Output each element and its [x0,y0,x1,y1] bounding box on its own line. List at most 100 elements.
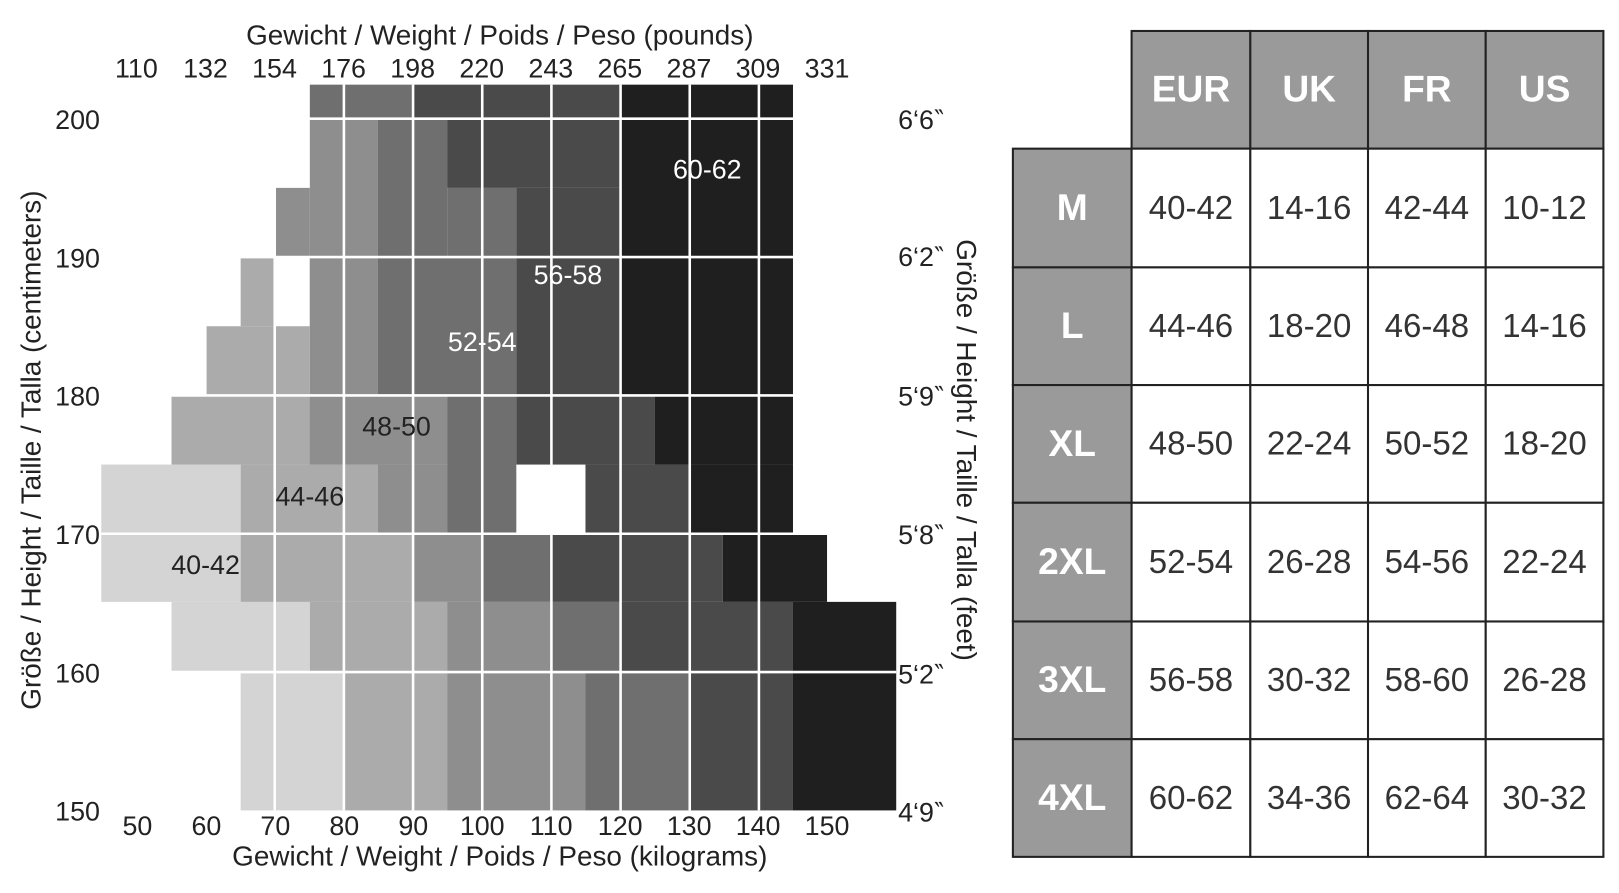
cell-text: 58-60 [1385,661,1469,698]
labels: 110 132 154 176 198 220 243 265 287 309 331 50 60 70 8… [55,53,944,841]
cell-text: 50-52 [1385,425,1469,462]
row-header-cell [1011,147,1133,269]
pounds-tick-label: 309 [736,53,781,83]
feet-tick-label: 5‘2‶ [898,659,944,689]
cm-tick-label: 160 [55,658,100,688]
cell-text: 56-58 [1149,661,1233,698]
feet-tick-label: 5‘9‶ [898,382,944,412]
table-cell [1484,147,1605,269]
row-header-cell [1011,738,1133,858]
size-region [654,395,793,465]
pounds-tick-label: 243 [528,53,573,83]
size-region [309,84,414,119]
cell-text: 22-24 [1502,543,1586,580]
pounds-tick-label: 198 [390,53,435,83]
cell-text: 46-48 [1385,307,1469,344]
cell-text: 40-42 [1149,189,1233,226]
table-cell [1130,147,1252,269]
kg-tick-label: 90 [398,811,428,841]
header-cell [1130,29,1252,150]
cell-text: 42-44 [1385,189,1469,226]
size-region [413,84,621,119]
table-cell [1249,501,1370,623]
pounds-tick-label: 132 [183,53,228,83]
pounds-tick-label: 331 [805,53,850,83]
feet-tick-label: 4‘9‶ [898,798,944,828]
region-label: 52-54 [448,327,517,357]
cell-text: 10-12 [1502,189,1586,226]
header-cell [1366,29,1487,150]
size-region [240,464,378,534]
size-region [689,464,793,534]
left-axis-title: Größe / Height / Taille / Talla (centime… [16,191,47,710]
pounds-tick-label: 265 [597,53,642,83]
size-region [722,533,828,602]
bottom-axis-title: Gewicht / Weight / Poids / Peso (kilogra… [232,840,767,871]
kg-tick-label: 110 [530,811,573,841]
size-region [516,395,655,465]
table-cell [1130,266,1252,387]
table-cell [1130,620,1252,741]
cell-text: 34-36 [1267,779,1351,816]
table-cell [1366,738,1487,858]
row-header: L [1061,304,1084,346]
size-region [447,601,552,672]
kg-tick-label: 130 [667,811,712,841]
region-label: 40-42 [171,550,240,580]
column-header: EUR [1152,68,1231,110]
size-region [309,257,344,327]
pounds-tick-label: 287 [667,53,712,83]
cell-text: 18-20 [1267,307,1351,344]
table-cell [1366,501,1487,623]
pounds-tick-label: 220 [459,53,504,83]
size-region [274,187,310,258]
cm-tick-label: 180 [55,382,100,412]
kg-tick-label: 100 [460,811,505,841]
table-cell [1130,738,1252,858]
table-cell [1366,266,1487,387]
kg-tick-label: 50 [123,811,153,841]
table-cell [1484,384,1605,504]
cell-text: 26-28 [1267,543,1351,580]
cm-tick-label: 200 [55,105,100,135]
kg-tick-label: 140 [736,811,781,841]
feet-tick-label: 6‘2‶ [898,242,944,272]
feet-tick-label: 5‘8‶ [898,520,944,550]
cell-text: 30-32 [1267,661,1351,698]
kg-tick-label: 120 [598,811,643,841]
size-region [240,671,344,811]
table-cell [1249,384,1370,504]
size-region [689,671,793,811]
size-region [171,601,310,672]
size-region [792,601,897,811]
size-region [206,326,310,396]
cm-tick-label: 190 [55,243,100,273]
row-header: XL [1048,422,1095,464]
row-header: M [1057,186,1088,228]
pounds-tick-label: 176 [321,53,366,83]
region-label: 60-62 [673,154,742,184]
size-region [551,533,723,602]
cell-text: 18-20 [1502,425,1586,462]
cell-text: 14-16 [1267,189,1351,226]
size-region [482,533,552,602]
table-cell [1366,384,1487,504]
table-cell [1484,501,1605,623]
region-label: 44-46 [276,482,345,512]
size-region [309,395,448,465]
row-header-cell [1011,620,1133,741]
size-region [620,601,793,672]
kg-tick-label: 80 [329,811,359,841]
row-header: 3XL [1038,658,1106,700]
size-region [516,187,621,396]
cell-text: 14-16 [1502,307,1586,344]
row-header: 4XL [1038,776,1106,818]
cell-text: 26-28 [1502,661,1586,698]
cm-tick-label: 170 [55,520,100,550]
size-region [585,464,690,534]
cell-text: 60-62 [1149,779,1233,816]
column-header: US [1519,68,1571,110]
size-region [447,671,586,811]
size-region [377,257,517,396]
